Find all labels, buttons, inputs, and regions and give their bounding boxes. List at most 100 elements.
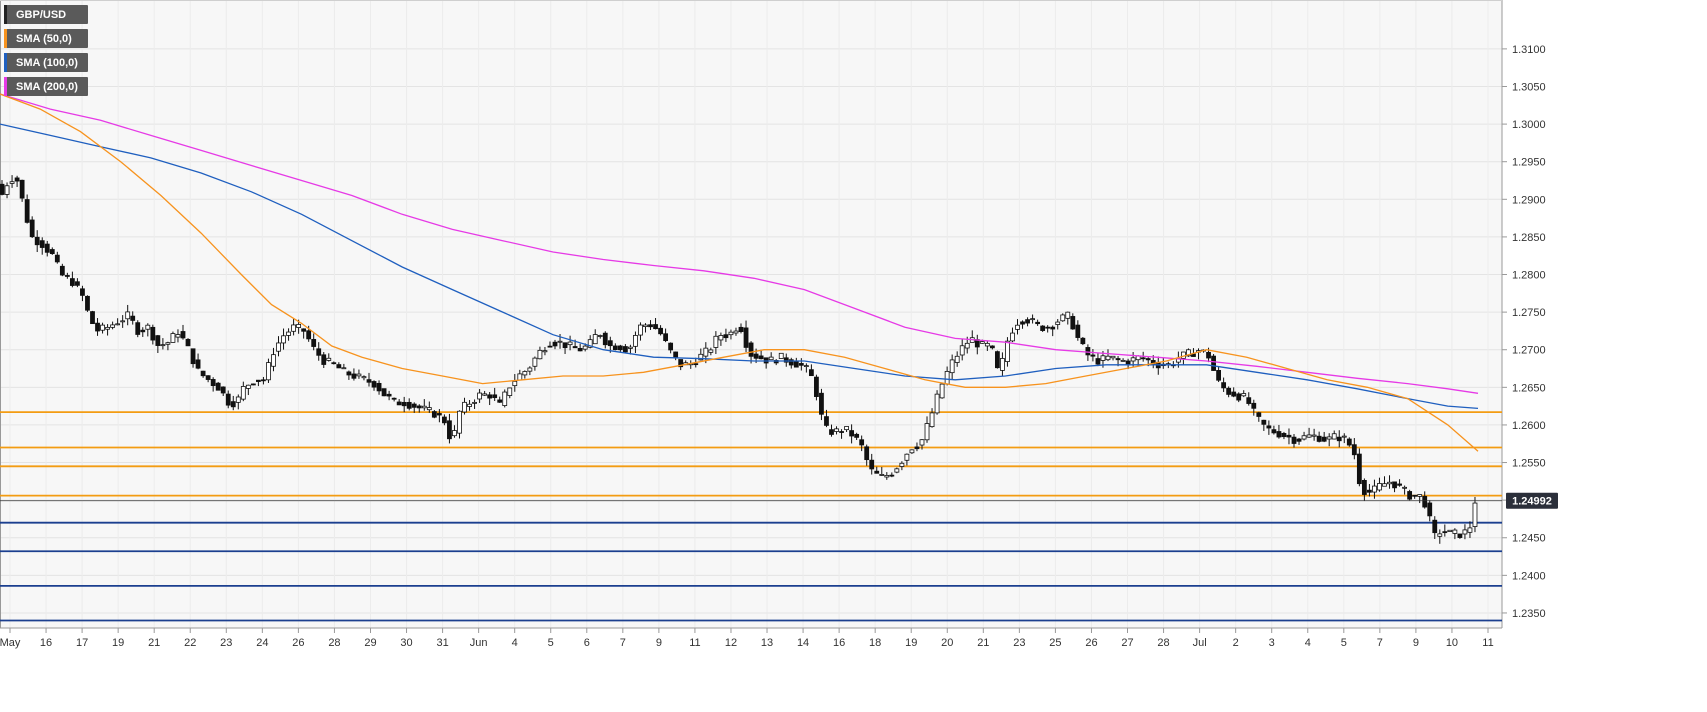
candle-body [1472, 502, 1478, 527]
x-tick-label: 9 [656, 637, 662, 649]
candle-body [1326, 436, 1332, 440]
candle-body [371, 381, 377, 388]
candle-body [215, 382, 221, 391]
last-price-tag [1506, 492, 1558, 509]
y-tick-label: 1.3100 [1512, 44, 1546, 56]
candle-body [628, 346, 633, 349]
candle-body [230, 401, 236, 408]
candle-body [1402, 486, 1408, 489]
candle-body [1206, 351, 1211, 359]
candle-body [1030, 318, 1035, 321]
x-tick-label: 11 [689, 637, 700, 649]
candle-body [1231, 391, 1237, 397]
candle-body [225, 393, 231, 406]
candle-body [1000, 358, 1005, 371]
y-tick-label: 1.2900 [1512, 194, 1546, 206]
candle-body [180, 331, 186, 339]
candle-body [1221, 382, 1227, 389]
x-tick-label: 29 [364, 637, 376, 649]
candle-body [663, 333, 669, 342]
candle-body [1331, 433, 1337, 440]
y-tick-label: 1.3000 [1512, 119, 1546, 131]
candle-body [1050, 326, 1056, 330]
x-tick-label: May [0, 637, 21, 649]
candle-body [95, 322, 100, 332]
candle-body [286, 331, 291, 336]
candle-body [1090, 354, 1096, 357]
candle-body [462, 401, 467, 413]
candle-body [1191, 353, 1196, 357]
candle-body [753, 353, 759, 359]
candle-body [19, 179, 25, 199]
candle-body [532, 357, 538, 367]
candle-body [366, 379, 372, 383]
x-tick-label: 26 [1085, 637, 1097, 649]
candle-body [1367, 489, 1372, 493]
candle-body [839, 431, 844, 433]
x-tick-label: 25 [1049, 637, 1061, 649]
candle-body [34, 236, 40, 246]
candle-body [261, 379, 266, 382]
candle-body [1105, 355, 1111, 361]
y-tick-label: 1.2350 [1512, 608, 1546, 620]
candle-body [1025, 319, 1030, 324]
candle-body [879, 474, 885, 476]
y-tick-label: 1.2850 [1512, 232, 1546, 244]
legend-item-sma200[interactable]: SMA (200,0) [4, 77, 88, 96]
x-tick-label: 13 [761, 637, 773, 649]
candle-body [59, 265, 65, 276]
candle-body [1085, 347, 1091, 356]
candle-body [406, 401, 412, 409]
candle-body [914, 446, 920, 450]
candle-body [240, 386, 246, 400]
candle-body [643, 324, 648, 327]
candle-body [678, 359, 684, 368]
candle-body [733, 330, 739, 334]
candle-body [894, 468, 900, 473]
legend-swatch-sma50 [4, 29, 7, 48]
candle-body [607, 340, 613, 347]
candle-body [884, 475, 890, 478]
candle-body [1135, 355, 1141, 361]
sma100-line [0, 123, 1479, 410]
candle-body [170, 333, 176, 343]
candle-body [924, 423, 930, 441]
legend-item-sma100[interactable]: SMA (100,0) [4, 53, 88, 72]
candle-body [426, 407, 432, 411]
candle-body [507, 387, 513, 396]
x-tick-label: 16 [833, 637, 845, 649]
candle-body [1236, 393, 1242, 401]
x-tick-label: Jun [470, 637, 488, 649]
candle-body [245, 384, 251, 389]
candle-body [1296, 438, 1302, 442]
candle-body [1377, 483, 1382, 491]
candle-body [648, 324, 653, 328]
x-tick-label: 21 [148, 637, 160, 649]
candle-body [235, 396, 241, 403]
candle-body [698, 353, 704, 361]
candle-body [9, 181, 15, 184]
candle-body [638, 324, 643, 336]
candle-body [1422, 495, 1428, 508]
candle-body [291, 324, 296, 332]
legend-item-symbol[interactable]: GBP/USD [4, 5, 88, 24]
legend: GBP/USD SMA (50,0) SMA (100,0) SMA (200,… [4, 5, 88, 96]
candle-body [934, 393, 940, 414]
candle-body [1316, 435, 1322, 442]
y-tick-label: 1.2700 [1512, 345, 1546, 357]
candle-body [85, 295, 90, 311]
x-tick-label: 7 [620, 637, 626, 649]
candle-body [1301, 435, 1307, 440]
candle-body [728, 331, 734, 336]
candle-body [778, 352, 784, 359]
x-tick-label: 18 [869, 637, 881, 649]
candle-body [1246, 397, 1252, 404]
legend-label-symbol: GBP/USD [16, 8, 67, 21]
candle-body [1015, 324, 1020, 330]
candle-body [346, 371, 352, 376]
legend-item-sma50[interactable]: SMA (50,0) [4, 29, 88, 48]
candle-body [502, 391, 508, 406]
candle-body [1045, 326, 1051, 329]
candle-body [411, 403, 417, 408]
